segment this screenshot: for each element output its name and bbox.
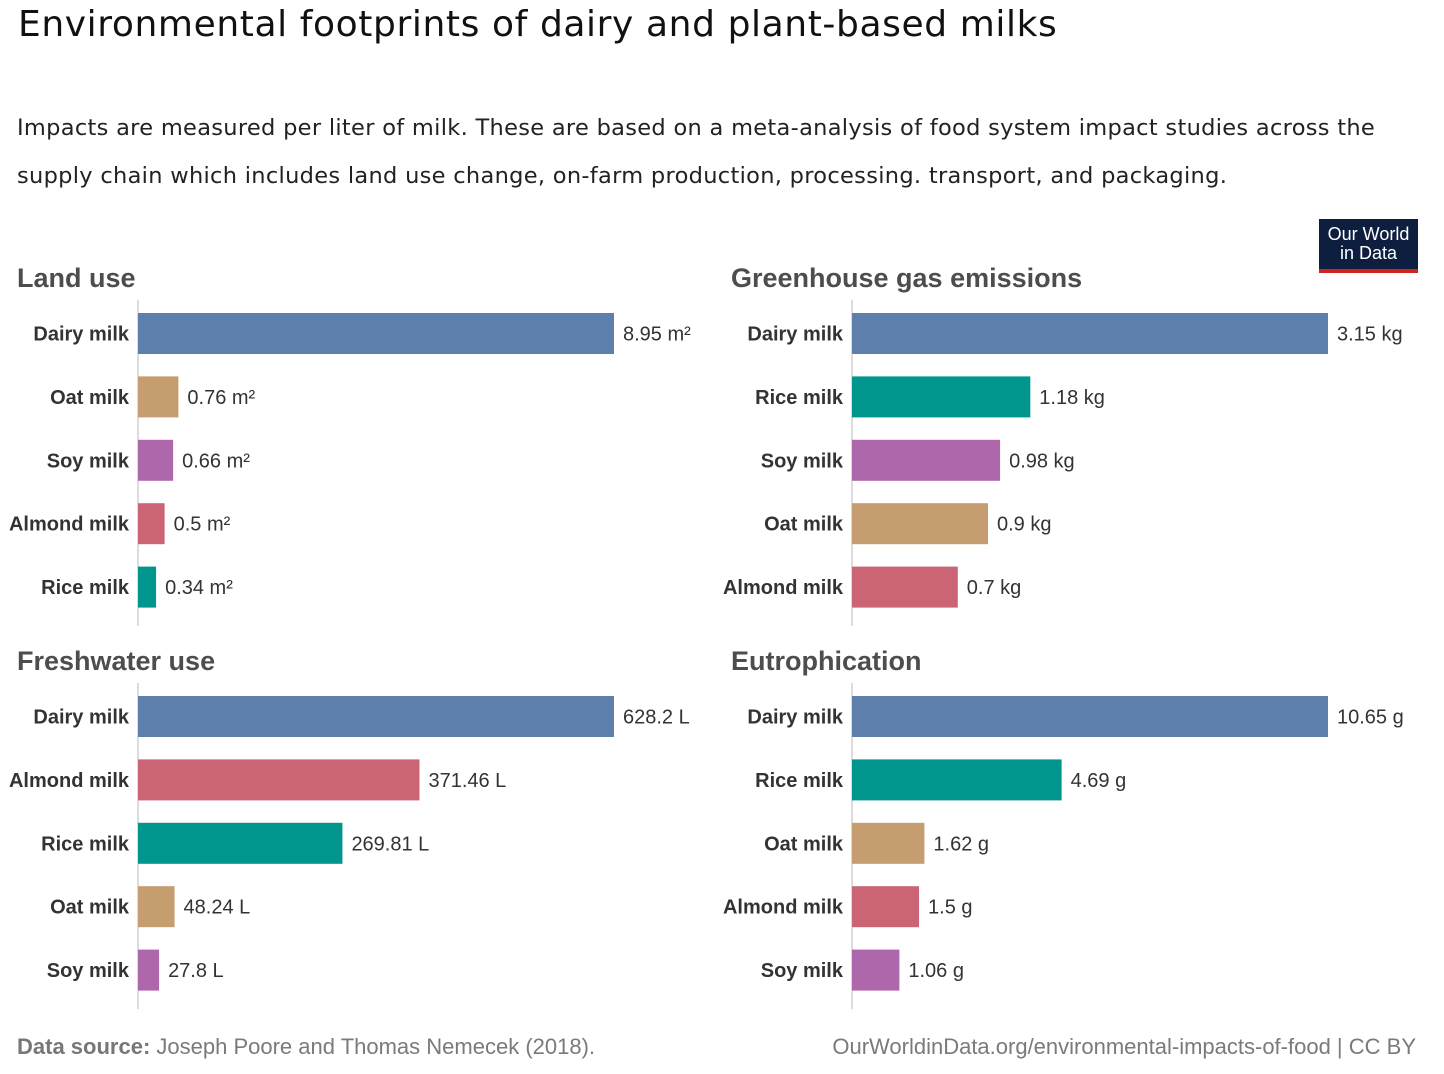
value-label-almond-milk: 0.5 m²: [174, 514, 231, 536]
value-label-rice-milk: 4.69 g: [1071, 770, 1127, 792]
category-label-rice-milk: Rice milk: [41, 833, 130, 855]
bar-dairy-milk[interactable]: [852, 313, 1328, 354]
category-label-dairy-milk: Dairy milk: [747, 707, 843, 729]
panel-title-land-use: Land use: [17, 263, 136, 293]
category-label-dairy-milk: Dairy milk: [33, 707, 129, 729]
source-url-link[interactable]: OurWorldinData.org/environmental-impacts…: [832, 1034, 1416, 1059]
category-label-almond-milk: Almond milk: [9, 514, 130, 536]
category-label-rice-milk: Rice milk: [755, 387, 844, 409]
ghg-emissions-chart: Dairy milk 3.15 kg Rice milk 1.18 kg Soy mil…: [723, 300, 1403, 626]
category-label-soy-milk: Soy milk: [47, 960, 130, 982]
data-source-text: Joseph Poore and Thomas Nemecek (2018).: [156, 1034, 596, 1059]
value-label-oat-milk: 0.9 kg: [997, 514, 1051, 536]
value-label-dairy-milk: 8.95 m²: [623, 324, 691, 346]
panel-title-ghg-emissions: Greenhouse gas emissions: [731, 263, 1083, 293]
category-label-soy-milk: Soy milk: [761, 960, 844, 982]
category-label-oat-milk: Oat milk: [764, 833, 844, 855]
value-label-rice-milk: 1.18 kg: [1039, 387, 1105, 409]
category-label-soy-milk: Soy milk: [47, 450, 130, 472]
bar-almond-milk[interactable]: [138, 503, 165, 545]
category-label-almond-milk: Almond milk: [9, 770, 130, 792]
bar-oat-milk[interactable]: [138, 886, 175, 928]
bar-oat-milk[interactable]: [138, 376, 179, 418]
freshwater-use-chart: Dairy milk 628.2 L Almond milk 371.46 L Rice…: [9, 683, 690, 1009]
bar-almond-milk[interactable]: [138, 759, 420, 801]
category-label-rice-milk: Rice milk: [755, 770, 844, 792]
category-label-oat-milk: Oat milk: [764, 514, 844, 536]
eutrophication-chart: Dairy milk 10.65 g Rice milk 4.69 g Oat milk…: [723, 683, 1404, 1009]
chart-title: Environmental footprints of dairy and pl…: [18, 4, 1058, 45]
value-label-oat-milk: 1.62 g: [933, 833, 989, 855]
chart-subtitle: Impacts are measured per liter of milk. …: [17, 115, 1376, 189]
bar-dairy-milk[interactable]: [852, 696, 1328, 737]
bar-rice-milk[interactable]: [852, 759, 1062, 801]
panel-title-freshwater-use: Freshwater use: [17, 646, 216, 676]
bar-almond-milk[interactable]: [852, 886, 920, 928]
category-label-soy-milk: Soy milk: [761, 450, 844, 472]
value-label-rice-milk: 269.81 L: [351, 833, 429, 855]
bar-rice-milk[interactable]: [138, 822, 343, 864]
value-label-oat-milk: 48.24 L: [184, 897, 251, 919]
value-label-soy-milk: 1.06 g: [908, 960, 964, 982]
bar-dairy-milk[interactable]: [138, 313, 614, 354]
bar-oat-milk[interactable]: [852, 503, 988, 545]
panel-title-eutrophication: Eutrophication: [731, 646, 922, 676]
category-label-rice-milk: Rice milk: [41, 577, 130, 599]
value-label-almond-milk: 371.46 L: [428, 770, 506, 792]
bar-soy-milk[interactable]: [852, 439, 1001, 481]
value-label-dairy-milk: 3.15 kg: [1337, 324, 1403, 346]
value-label-almond-milk: 1.5 g: [928, 897, 972, 919]
value-label-oat-milk: 0.76 m²: [187, 387, 255, 409]
bar-soy-milk[interactable]: [138, 949, 160, 991]
value-label-soy-milk: 0.98 kg: [1009, 450, 1075, 472]
value-label-dairy-milk: 10.65 g: [1337, 707, 1404, 729]
category-label-oat-milk: Oat milk: [50, 387, 130, 409]
category-label-dairy-milk: Dairy milk: [747, 324, 843, 346]
value-label-rice-milk: 0.34 m²: [165, 577, 233, 599]
value-label-soy-milk: 0.66 m²: [182, 450, 250, 472]
category-label-almond-milk: Almond milk: [723, 897, 844, 919]
bar-rice-milk[interactable]: [852, 376, 1031, 418]
category-label-almond-milk: Almond milk: [723, 577, 844, 599]
category-label-oat-milk: Oat milk: [50, 897, 130, 919]
bar-rice-milk[interactable]: [138, 566, 157, 608]
bar-soy-milk[interactable]: [138, 439, 174, 481]
category-label-dairy-milk: Dairy milk: [33, 324, 129, 346]
bar-oat-milk[interactable]: [852, 822, 925, 864]
value-label-dairy-milk: 628.2 L: [623, 707, 690, 729]
data-source-label: Data source:: [17, 1034, 151, 1059]
logo-line-1: Our World: [1327, 224, 1410, 244]
value-label-soy-milk: 27.8 L: [168, 960, 224, 982]
bar-soy-milk[interactable]: [852, 949, 900, 991]
value-label-almond-milk: 0.7 kg: [967, 577, 1021, 599]
bar-dairy-milk[interactable]: [138, 696, 614, 737]
owid-logo[interactable]: Our World in Data: [1319, 219, 1418, 273]
logo-line-2: in Data: [1339, 243, 1398, 263]
bar-almond-milk[interactable]: [852, 566, 958, 608]
land-use-chart: Dairy milk 8.95 m² Oat milk 0.76 m² Soy milk…: [9, 300, 691, 626]
data-source: Data source: Joseph Poore and Thomas Nem…: [17, 1034, 595, 1060]
